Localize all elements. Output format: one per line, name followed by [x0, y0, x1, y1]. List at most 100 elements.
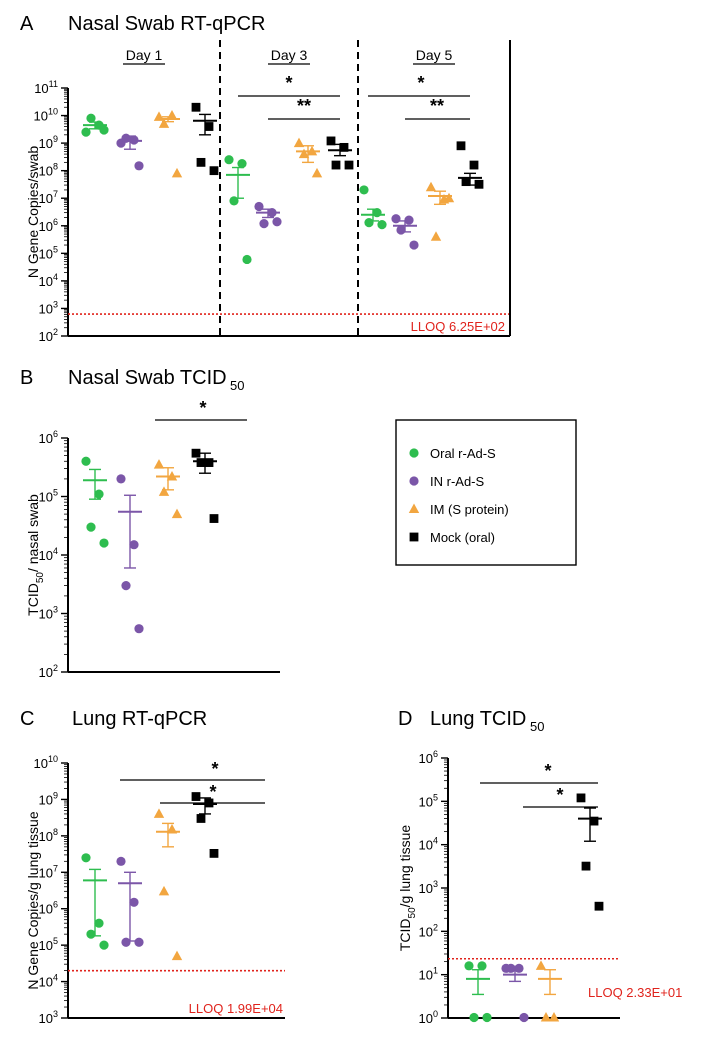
data-point-mock — [196, 814, 206, 823]
data-point-im — [171, 167, 183, 178]
legend-label: Mock (oral) — [430, 530, 495, 545]
lloq-label: LLOQ 6.25E+02 — [411, 319, 505, 334]
data-point-oral — [229, 196, 239, 206]
significance-star: * — [209, 782, 216, 802]
panel-title: Nasal Swab RT-qPCR — [68, 13, 265, 35]
significance-star: * — [556, 785, 563, 805]
data-point-im — [171, 508, 183, 519]
data-point-mock — [589, 816, 599, 826]
legend-label: IN r-Ad-S — [430, 474, 485, 489]
significance-star: ** — [430, 96, 444, 116]
data-point-im — [153, 111, 165, 121]
data-point-mock — [191, 792, 201, 801]
panel-title: Nasal Swab TCID — [68, 367, 227, 389]
y-tick-label: 103 — [419, 879, 438, 896]
y-tick-label: 107 — [39, 189, 58, 206]
significance-star: * — [285, 73, 292, 93]
significance-star: ** — [297, 96, 311, 116]
data-point-oral — [86, 113, 96, 123]
data-point-im — [430, 231, 442, 241]
y-tick-label: 102 — [39, 663, 58, 680]
data-point-oral — [464, 961, 474, 971]
y-tick-label: 104 — [39, 973, 58, 990]
data-point-im — [158, 486, 170, 496]
y-tick-label: 102 — [39, 327, 58, 344]
data-point-oral — [242, 254, 252, 265]
y-tick-label: 103 — [39, 1009, 58, 1026]
data-point-in — [129, 135, 139, 145]
data-point-im — [443, 192, 455, 203]
y-tick-label: 106 — [39, 217, 58, 234]
data-point-mock — [461, 177, 471, 187]
y-axis-label: TCID50/g lung tissue — [397, 825, 418, 952]
legend-marker-mock — [409, 532, 419, 542]
legend: Oral r-Ad-S IN r-Ad-S IM (S protein) Mock (… — [395, 419, 577, 566]
data-point-oral — [372, 208, 382, 218]
data-point-mock — [339, 142, 349, 152]
data-point-mock — [191, 102, 201, 112]
y-tick-label: 105 — [39, 488, 58, 505]
data-point-in — [391, 214, 401, 224]
y-tick-label: 103 — [39, 299, 58, 316]
data-point-in — [514, 963, 524, 973]
data-point-mock — [209, 848, 219, 858]
lloq-label: LLOQ 2.33E+01 — [588, 985, 682, 1000]
y-tick-label: 107 — [39, 863, 58, 880]
data-point-im — [311, 167, 323, 178]
data-point-in — [134, 937, 144, 947]
data-point-mock — [344, 160, 354, 170]
panel-title: Lung RT-qPCR — [72, 708, 207, 730]
data-point-mock — [456, 141, 466, 151]
y-tick-label: 102 — [419, 922, 438, 939]
legend-label: IM (S protein) — [430, 502, 509, 517]
data-point-im — [166, 110, 178, 120]
data-point-im — [548, 1012, 560, 1022]
data-point-oral — [94, 918, 104, 928]
data-point-im — [158, 118, 170, 128]
data-point-oral — [86, 929, 96, 939]
data-point-in — [121, 133, 131, 143]
data-point-in — [129, 540, 139, 550]
data-point-mock — [594, 901, 604, 911]
significance-star: * — [211, 759, 218, 779]
data-point-in — [129, 897, 139, 907]
y-tick-label: 104 — [419, 836, 438, 853]
data-point-mock — [469, 160, 479, 170]
y-tick-label: 1011 — [34, 79, 58, 96]
legend-marker-im — [408, 503, 420, 513]
data-point-im — [540, 1012, 552, 1022]
panel-letter: B — [20, 367, 33, 389]
data-point-in — [506, 963, 516, 973]
data-point-oral — [469, 1012, 479, 1023]
lloq-label: LLOQ 1.99E+04 — [189, 1001, 283, 1016]
y-tick-label: 106 — [419, 749, 438, 766]
data-point-oral — [99, 538, 109, 548]
data-point-in — [134, 161, 144, 171]
y-tick-label: 100 — [419, 1009, 438, 1026]
y-tick-label: 108 — [39, 827, 58, 844]
y-axis-label: TCID50/ nasal swab — [25, 494, 46, 616]
data-point-im — [158, 885, 170, 896]
data-point-in — [116, 474, 126, 484]
data-point-oral — [81, 127, 91, 137]
data-point-in — [259, 218, 269, 229]
data-point-oral — [237, 159, 247, 169]
data-point-oral — [377, 220, 387, 230]
y-tick-label: 105 — [419, 792, 438, 809]
data-point-mock — [576, 793, 586, 803]
significance-star: * — [417, 73, 424, 93]
y-tick-label: 105 — [39, 244, 58, 261]
data-point-oral — [99, 125, 109, 135]
panel-letter: C — [20, 708, 34, 730]
data-point-oral — [364, 218, 374, 228]
data-point-im — [535, 960, 547, 970]
y-axis-label: N Gene Copies/swab — [25, 146, 41, 279]
y-tick-label: 106 — [39, 429, 58, 446]
data-point-im — [306, 145, 318, 156]
panel-B: 102 103 104 105 106 B Nasal Swab TCID 50 TCID50/… — [20, 367, 280, 680]
day-header: Day 1 — [126, 47, 163, 63]
significance-star: * — [199, 398, 206, 418]
data-point-in — [404, 215, 414, 225]
data-point-oral — [359, 185, 369, 195]
